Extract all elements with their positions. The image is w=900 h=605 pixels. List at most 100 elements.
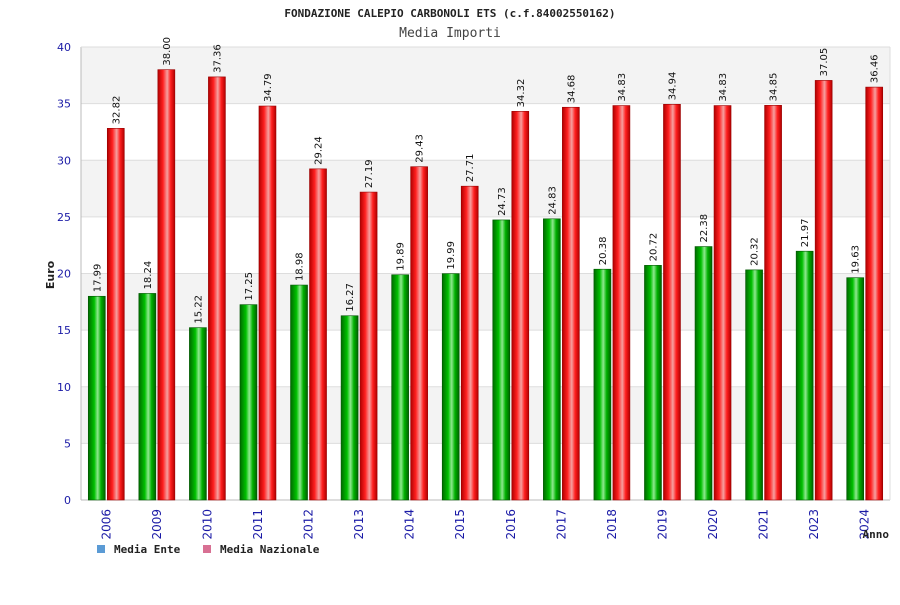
- data-label-media-ente-2012: 18.98: [295, 252, 306, 281]
- data-label-media-ente-2020: 22.38: [699, 214, 710, 243]
- data-label-media-nazionale-2015: 27.71: [465, 154, 476, 183]
- bar-media-ente-2006: [87, 295, 106, 501]
- y-tick-label: 10: [57, 381, 71, 394]
- y-tick-label: 25: [57, 211, 71, 224]
- data-label-media-ente-2024: 19.63: [851, 245, 862, 274]
- bar-media-ente-2011: [239, 304, 258, 501]
- data-label-media-ente-2019: 20.72: [648, 233, 659, 262]
- bar-media-nazionale-2010: [208, 76, 226, 501]
- data-label-media-nazionale-2017: 34.68: [566, 75, 577, 104]
- x-tick-label: 2009: [150, 509, 164, 540]
- bar-media-ente-2019: [644, 265, 662, 501]
- bar-media-ente-2018: [593, 268, 612, 501]
- x-tick-label: 2012: [302, 509, 316, 540]
- legend-label-media-ente: Media Ente: [114, 543, 181, 556]
- bar-media-nazionale-2014: [410, 166, 428, 501]
- x-tick-label: 2024: [858, 509, 872, 540]
- x-tick-label: 2017: [554, 509, 568, 540]
- x-tick-label: 2016: [504, 509, 518, 540]
- bar-media-nazionale-2016: [511, 111, 530, 501]
- legend-swatch-media-ente: [97, 545, 105, 553]
- bar-media-nazionale-2011: [258, 105, 277, 501]
- data-label-media-nazionale-2021: 34.85: [769, 73, 780, 102]
- bar-media-nazionale-2020: [713, 105, 732, 501]
- data-label-media-nazionale-2016: 34.32: [516, 79, 527, 108]
- bar-media-nazionale-2023: [814, 80, 833, 501]
- data-labels: 17.99 32.82 18.24 38.00 15.22 37.36 17.25 34.79…: [92, 37, 880, 324]
- bar-media-ente-2023: [795, 250, 814, 501]
- bar-media-ente-2014: [391, 274, 409, 501]
- chart-subtitle: Media Importi: [399, 26, 501, 41]
- legend: Media Ente Media Nazionale: [97, 543, 320, 556]
- bar-media-ente-2009: [138, 293, 157, 501]
- bar-media-nazionale-2006: [106, 128, 125, 501]
- data-label-media-ente-2014: 19.89: [396, 242, 407, 271]
- data-label-media-nazionale-2012: 29.24: [314, 136, 325, 165]
- data-label-media-nazionale-2014: 29.43: [415, 134, 426, 163]
- bar-media-ente-2020: [694, 246, 713, 501]
- data-label-media-nazionale-2024: 36.46: [870, 54, 881, 83]
- y-tick-label: 0: [64, 494, 71, 507]
- data-label-media-nazionale-2019: 34.94: [667, 72, 678, 101]
- x-tick-label: 2020: [706, 509, 720, 540]
- x-tick-label: 2023: [807, 509, 821, 540]
- bar-media-ente-2015: [441, 273, 460, 501]
- data-label-media-nazionale-2020: 34.83: [718, 73, 729, 102]
- bar-media-ente-2024: [846, 277, 865, 501]
- bar-media-nazionale-2019: [663, 104, 681, 501]
- data-label-media-ente-2006: 17.99: [92, 264, 103, 293]
- x-tick-label: 2010: [200, 509, 214, 540]
- bar-media-nazionale-2013: [359, 191, 378, 501]
- bar-media-ente-2016: [492, 219, 511, 501]
- x-axis-label: Anno: [863, 528, 890, 541]
- data-label-media-ente-2010: 15.22: [193, 295, 204, 324]
- y-tick-label: 40: [57, 41, 71, 54]
- data-label-media-ente-2023: 21.97: [800, 219, 811, 248]
- bar-media-nazionale-2021: [764, 105, 782, 501]
- data-label-media-ente-2011: 17.25: [244, 272, 255, 301]
- data-label-media-nazionale-2010: 37.36: [212, 44, 223, 73]
- y-tick-label: 15: [57, 324, 71, 337]
- data-label-media-ente-2013: 16.27: [345, 283, 356, 312]
- bar-media-ente-2012: [290, 284, 308, 501]
- data-label-media-nazionale-2011: 34.79: [263, 73, 274, 102]
- bar-media-ente-2021: [745, 269, 763, 501]
- chart-title: FONDAZIONE CALEPIO CARBONOLI ETS (c.f.84…: [284, 7, 615, 20]
- x-tick-label: 2019: [655, 509, 669, 540]
- x-tick-label: 2015: [453, 509, 467, 540]
- data-label-media-nazionale-2009: 38.00: [162, 37, 173, 66]
- x-tick-label: 2018: [605, 509, 619, 540]
- data-label-media-nazionale-2006: 32.82: [111, 96, 122, 125]
- tick-labels: 0 5 10 15 20 25 30 35 40 2006 2009 2010 2011 2012 2013…: [57, 41, 872, 540]
- y-tick-label: 30: [57, 154, 71, 167]
- data-label-media-nazionale-2018: 34.83: [617, 73, 628, 102]
- data-label-media-nazionale-2013: 27.19: [364, 159, 375, 188]
- data-label-media-ente-2021: 20.32: [750, 237, 761, 266]
- y-tick-label: 5: [64, 437, 71, 450]
- y-tick-label: 20: [57, 268, 71, 281]
- data-label-media-ente-2009: 18.24: [143, 261, 154, 290]
- x-tick-label: 2011: [251, 509, 265, 540]
- data-label-media-ente-2015: 19.99: [446, 241, 457, 270]
- bar-media-nazionale-2018: [612, 105, 631, 501]
- bar-media-nazionale-2015: [460, 185, 479, 501]
- bar-media-nazionale-2009: [157, 69, 176, 501]
- data-label-media-nazionale-2023: 37.05: [819, 48, 830, 77]
- y-tick-label: 35: [57, 98, 71, 111]
- data-label-media-ente-2016: 24.73: [497, 187, 508, 216]
- bars: [87, 69, 884, 501]
- x-tick-label: 2021: [757, 509, 771, 540]
- x-tick-label: 2013: [352, 509, 366, 540]
- y-axis-label: Euro: [44, 260, 57, 289]
- x-tick-label: 2014: [403, 509, 417, 540]
- data-label-media-ente-2018: 20.38: [598, 237, 609, 266]
- bar-media-nazionale-2017: [562, 106, 580, 501]
- bar-media-ente-2010: [189, 327, 207, 501]
- bar-media-ente-2017: [543, 218, 561, 501]
- x-tick-label: 2006: [99, 509, 113, 540]
- legend-label-media-nazionale: Media Nazionale: [220, 543, 320, 556]
- bar-media-nazionale-2012: [309, 168, 327, 501]
- bar-media-ente-2013: [340, 315, 359, 501]
